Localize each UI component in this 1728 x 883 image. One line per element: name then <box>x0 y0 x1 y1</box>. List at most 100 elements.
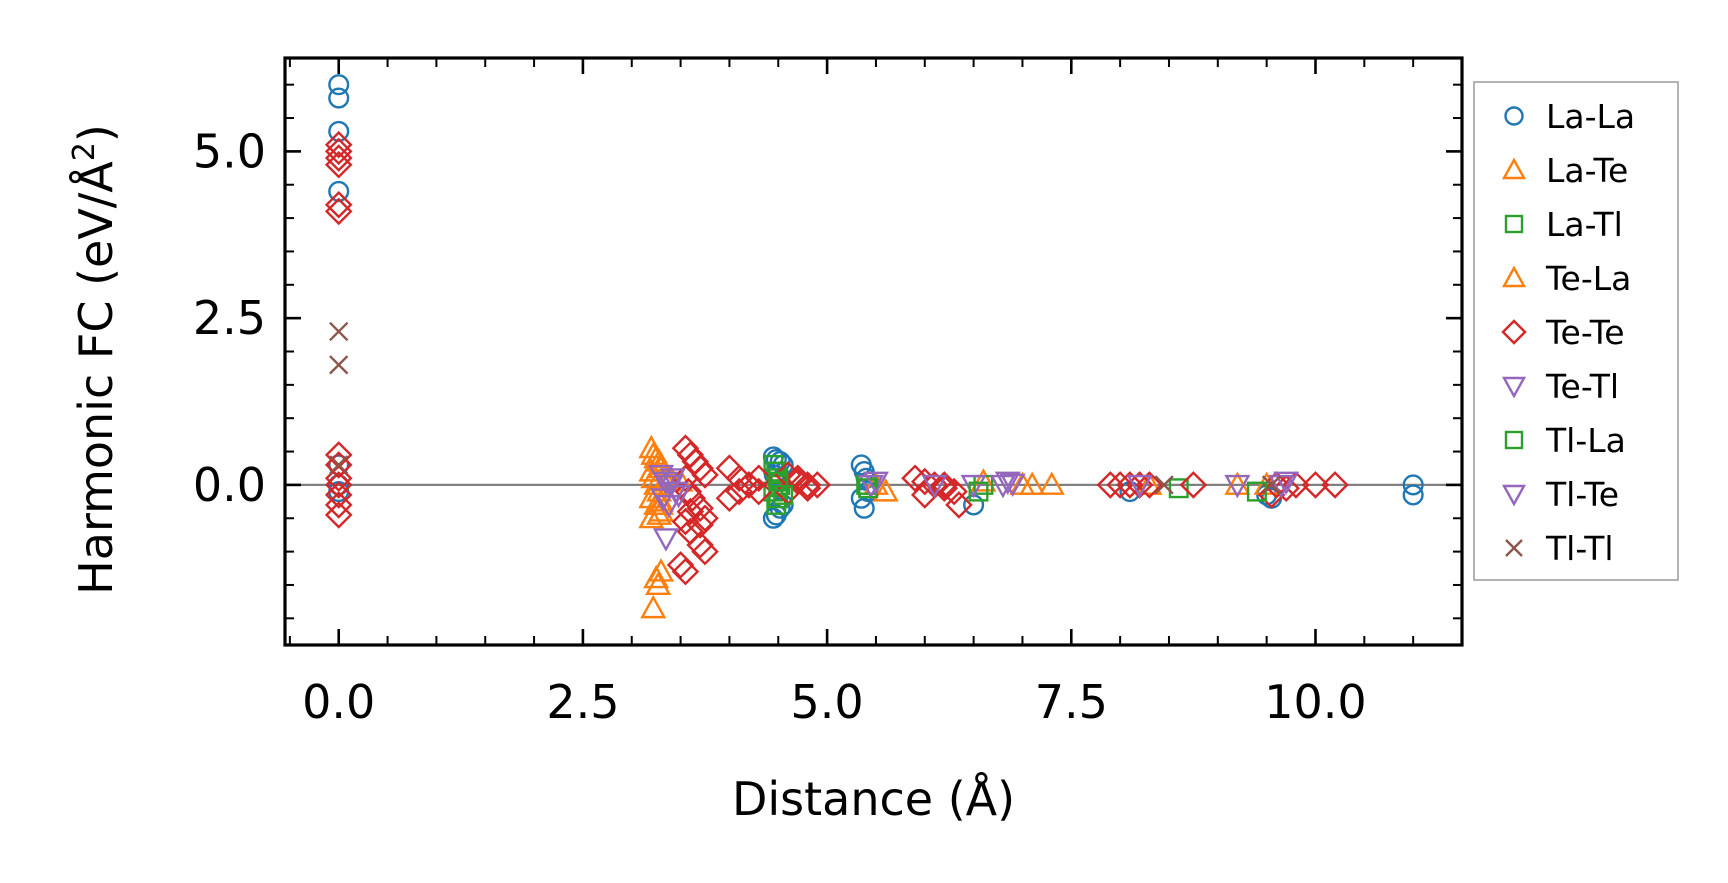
series-tl-te <box>659 468 1295 509</box>
data-point <box>1019 471 1046 495</box>
data-point <box>768 471 789 492</box>
data-point <box>686 531 714 559</box>
data-point <box>1321 471 1349 499</box>
data-point <box>686 454 714 483</box>
data-point <box>862 471 889 496</box>
data-point <box>1273 471 1300 496</box>
data-point <box>640 594 667 619</box>
data-point <box>1135 471 1164 499</box>
data-point <box>744 464 773 493</box>
y-axis-label: Harmonic FC (eV/Å2) <box>67 124 123 595</box>
data-point <box>638 504 665 529</box>
data-point <box>329 321 349 342</box>
data-point <box>686 494 714 523</box>
legend-marker <box>1501 484 1527 507</box>
data-point <box>1402 474 1424 496</box>
data-point <box>725 477 753 506</box>
data-point <box>1168 478 1189 499</box>
legend-marker <box>1501 157 1527 180</box>
data-point <box>324 491 353 519</box>
data-point <box>324 471 353 499</box>
data-point <box>659 468 686 492</box>
data-point <box>930 471 959 499</box>
data-point <box>324 137 353 166</box>
data-point <box>328 74 350 96</box>
x-tick-label: 2.5 <box>546 675 619 729</box>
data-point <box>715 484 744 513</box>
data-point <box>324 501 353 529</box>
legend-label: Tl-Tl <box>1545 529 1614 568</box>
legend-marker <box>1504 106 1524 126</box>
data-point <box>793 474 822 503</box>
data-point <box>652 528 679 552</box>
data-point <box>324 150 353 179</box>
y-tick-label: 0.0 <box>193 458 266 512</box>
data-point <box>910 467 939 496</box>
x-tick-label: 10.0 <box>1264 675 1366 729</box>
data-point <box>665 484 692 509</box>
data-point <box>744 477 773 506</box>
data-point <box>671 507 700 536</box>
data-point <box>1282 471 1310 499</box>
data-point <box>645 571 672 595</box>
legend-label: Tl-La <box>1545 421 1626 460</box>
data-point <box>324 481 353 509</box>
legend-label: Te-La <box>1545 259 1631 298</box>
data-point <box>994 471 1021 496</box>
legend-label: Te-Te <box>1545 313 1625 352</box>
y-tick-label: 5.0 <box>193 124 266 178</box>
data-point <box>649 488 677 512</box>
x-tick-label: 7.5 <box>1035 675 1108 729</box>
data-point <box>970 468 997 492</box>
series-tl-tl <box>329 321 1282 495</box>
legend-label: La-Te <box>1546 151 1628 190</box>
legend-label: Te-Tl <box>1545 367 1619 406</box>
data-point <box>766 494 787 515</box>
data-point <box>1116 471 1144 499</box>
data-point <box>329 355 349 375</box>
data-point <box>1268 474 1295 499</box>
data-point <box>901 464 929 493</box>
data-point <box>324 144 353 172</box>
axis-ticks <box>285 58 1463 645</box>
data-point <box>763 464 785 486</box>
data-point <box>921 474 948 499</box>
data-point <box>1301 471 1330 499</box>
data-point <box>773 484 794 505</box>
data-point <box>999 473 1026 498</box>
data-point <box>691 537 719 566</box>
data-point <box>674 477 703 506</box>
legend: La-La La-Te La-Tl Te-La Te-Te Te-Tl Tl-La Tl-Te… <box>1473 81 1679 581</box>
data-point <box>930 474 959 503</box>
data-point <box>1179 471 1208 499</box>
data-point <box>1126 474 1153 499</box>
legend-label: La-La <box>1546 97 1635 136</box>
data-point <box>850 487 872 509</box>
data-point <box>735 471 763 499</box>
data-point <box>329 455 349 475</box>
data-point <box>940 477 968 506</box>
data-point <box>1261 475 1282 495</box>
data-point <box>1402 484 1424 506</box>
legend-box <box>1473 81 1679 581</box>
legend-marker <box>1504 214 1524 234</box>
data-point <box>793 471 822 499</box>
data-point <box>945 491 973 519</box>
data-point <box>655 494 682 519</box>
data-point <box>691 461 719 489</box>
y-axis-label-main: Harmonic FC (eV/Å <box>69 161 123 595</box>
data-point <box>676 497 705 526</box>
data-point <box>803 471 832 499</box>
x-tick-label: 0.0 <box>302 675 375 729</box>
data-point <box>1038 471 1065 495</box>
legend-marker <box>1505 539 1523 557</box>
data-point <box>766 461 787 482</box>
data-point <box>872 478 899 502</box>
legend-label: Tl-Te <box>1545 475 1619 514</box>
data-point <box>1096 471 1125 499</box>
data-point <box>968 481 989 502</box>
data-point <box>324 197 353 226</box>
legend-marker <box>1501 376 1527 399</box>
plot-frame <box>283 56 1464 647</box>
